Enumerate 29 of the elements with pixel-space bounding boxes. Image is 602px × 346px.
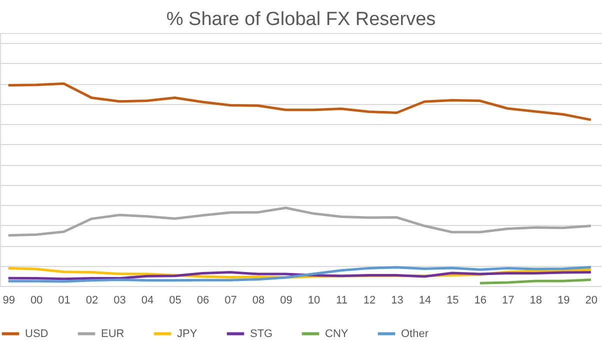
legend-label: EUR — [101, 328, 124, 340]
legend-label: USD — [25, 328, 48, 340]
x-tick-label: 05 — [169, 294, 182, 306]
x-tick-label: 19 — [558, 294, 570, 306]
x-tick-label: 10 — [308, 294, 320, 306]
x-tick-label: 01 — [58, 294, 70, 306]
x-tick-label: 08 — [252, 294, 265, 306]
x-tick-label: 15 — [446, 294, 459, 306]
x-tick-label: 04 — [141, 294, 154, 306]
legend-label: STG — [250, 328, 273, 340]
x-tick-label: 00 — [30, 294, 43, 306]
x-tick-label: 02 — [86, 294, 98, 306]
x-tick-label: 20 — [585, 294, 598, 306]
legend-label: CNY — [325, 328, 349, 340]
legend-label: JPY — [177, 328, 198, 340]
x-tick-label: 17 — [502, 294, 514, 306]
x-tick-label: 16 — [474, 294, 487, 306]
legend-label: Other — [401, 328, 429, 340]
x-tick-label: 06 — [196, 294, 210, 306]
x-tick-label: 12 — [363, 294, 376, 306]
x-tick-label: 13 — [391, 294, 404, 306]
x-tick-label: 11 — [336, 294, 348, 306]
x-tick-label: 03 — [114, 294, 126, 306]
x-tick-label: 09 — [280, 294, 292, 306]
x-tick-label: 14 — [418, 294, 432, 306]
chart-title: % Share of Global FX Reserves — [166, 9, 436, 30]
x-tick-label: 18 — [530, 294, 542, 306]
x-tick-label: 99 — [2, 294, 15, 306]
x-tick-label: 07 — [224, 294, 237, 306]
